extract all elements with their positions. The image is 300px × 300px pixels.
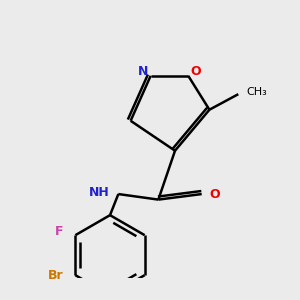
Text: F: F <box>55 225 63 238</box>
Text: CH₃: CH₃ <box>246 88 267 98</box>
Text: O: O <box>209 188 220 201</box>
Text: NH: NH <box>89 186 110 199</box>
Text: N: N <box>138 65 148 78</box>
Text: Br: Br <box>47 269 63 282</box>
Text: O: O <box>190 65 201 78</box>
